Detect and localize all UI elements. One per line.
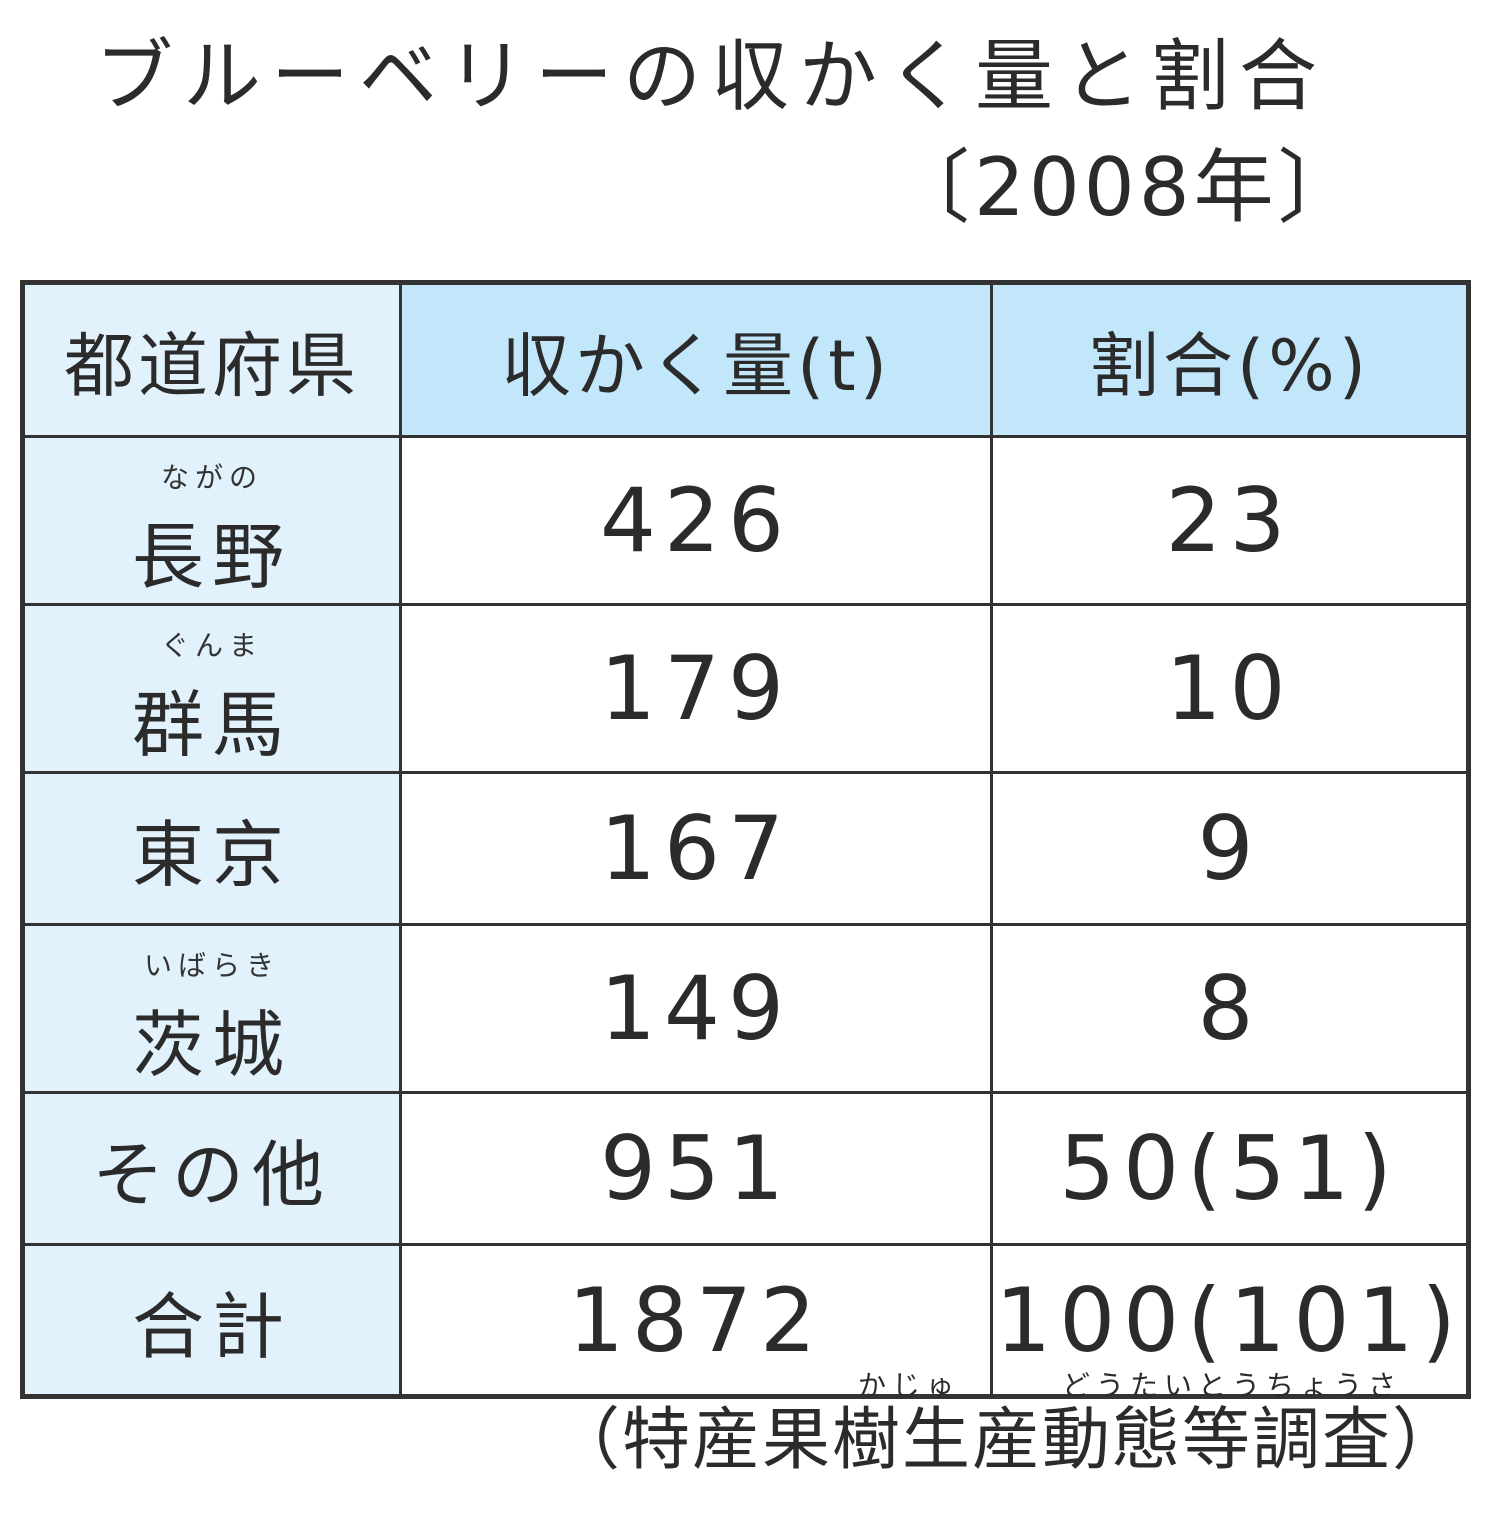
prefecture-reading: ぐんま bbox=[160, 629, 263, 662]
harvest-value-cell: 951 bbox=[399, 1091, 993, 1246]
prefecture-cell: いばらき 茨城 bbox=[21, 923, 402, 1094]
table-row: ぐんま群馬 179 10 bbox=[21, 603, 1470, 774]
prefecture-label-group: ぐんま 群馬 bbox=[132, 606, 292, 771]
table-header-row: 都道府県 収かく量(t) 割合(%) bbox=[21, 281, 1470, 438]
prefecture-label-group: いばらき 茨城 bbox=[132, 926, 292, 1091]
chart-subtitle: 〔2008年〕 bbox=[890, 141, 1362, 234]
prefecture-cell: ながの 長野 bbox=[21, 435, 402, 606]
prefecture-name: 東京 bbox=[131, 813, 292, 897]
column-header-share: 割合(%) bbox=[990, 281, 1470, 438]
share-value-cell: 10 bbox=[990, 603, 1470, 774]
table-row: ながの長野 426 23 bbox=[21, 435, 1470, 606]
prefecture-cell: 東京 bbox=[21, 771, 402, 926]
prefecture-label-group: ながの 長野 bbox=[132, 438, 292, 603]
harvest-table: 都道府県 収かく量(t) 割合(%) ながの 長野 426 23 ぐんま 群馬 179 10 東… bbox=[20, 280, 1471, 1399]
harvest-value-cell: 149 bbox=[399, 923, 993, 1094]
source-reading: かじゅ どうたいとうちょうさ bbox=[857, 1369, 1402, 1402]
prefecture-name: その他 bbox=[91, 1133, 332, 1217]
prefecture-name: 茨城 bbox=[131, 1003, 292, 1087]
share-value-cell: 9 bbox=[990, 771, 1470, 926]
table-row: いばらき茨城 149 8 bbox=[21, 923, 1470, 1094]
table-row: 合計 1872 100(101) bbox=[21, 1243, 1470, 1398]
prefecture-name: 長野 bbox=[131, 515, 292, 599]
share-value-cell: 50(51) bbox=[990, 1091, 1470, 1246]
prefecture-reading: いばらき bbox=[143, 949, 280, 982]
prefecture-cell: ぐんま 群馬 bbox=[21, 603, 402, 774]
harvest-value-cell: 179 bbox=[399, 603, 993, 774]
prefecture-name: 群馬 bbox=[131, 683, 292, 767]
share-value-cell: 100(101) bbox=[990, 1243, 1470, 1398]
column-header-prefecture: 都道府県 bbox=[21, 281, 402, 438]
harvest-value-cell: 426 bbox=[399, 435, 993, 606]
source-text: （特産果樹生産動態等調査） bbox=[551, 1401, 1462, 1480]
harvest-value-cell: 1872 bbox=[399, 1243, 993, 1398]
chart-title: ブルーベリーの収かく量と割合 bbox=[95, 32, 1328, 122]
source-note: かじゅ どうたいとうちょうさ （特産果樹生産動態等調査） bbox=[552, 1372, 1462, 1479]
table-row: その他 951 50(51) bbox=[21, 1091, 1470, 1246]
table-row: 東京 167 9 bbox=[21, 771, 1470, 926]
prefecture-cell: その他 bbox=[21, 1091, 402, 1246]
share-value-cell: 8 bbox=[990, 923, 1470, 1094]
prefecture-label-group: その他 bbox=[92, 1116, 332, 1221]
harvest-value-cell: 167 bbox=[399, 771, 993, 926]
prefecture-cell: 合計 bbox=[21, 1243, 402, 1398]
prefecture-label-group: 東京 bbox=[132, 796, 292, 901]
prefecture-reading: ながの bbox=[160, 461, 263, 494]
share-value-cell: 23 bbox=[990, 435, 1470, 606]
prefecture-label-group: 合計 bbox=[132, 1268, 292, 1373]
prefecture-name: 合計 bbox=[131, 1284, 292, 1369]
column-header-harvest: 収かく量(t) bbox=[399, 281, 993, 438]
